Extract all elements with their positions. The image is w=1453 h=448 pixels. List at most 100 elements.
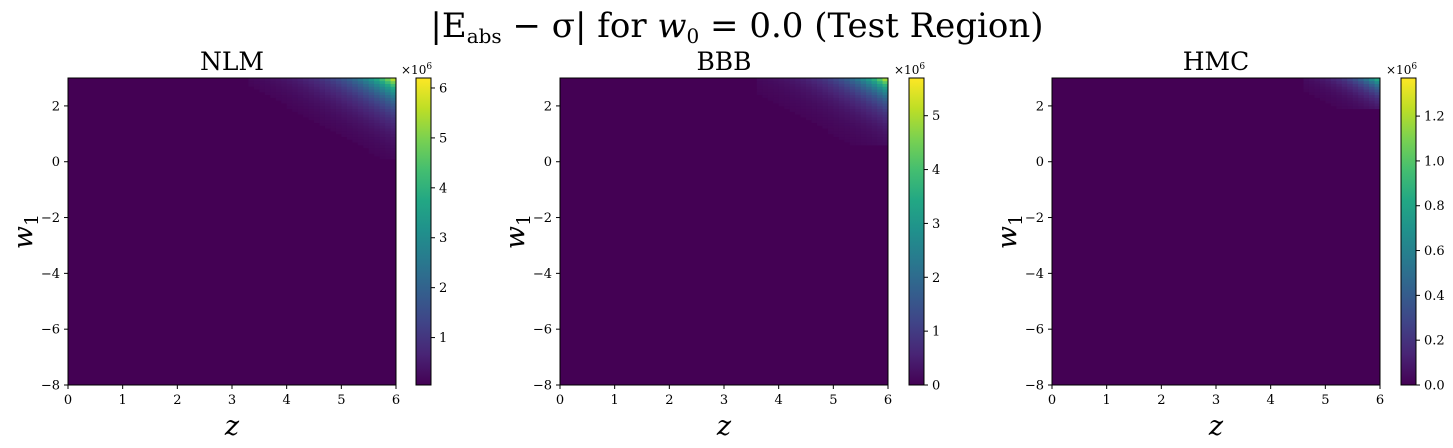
heatmap-cell xyxy=(1352,103,1359,107)
heatmap-cell xyxy=(385,89,391,93)
heatmap-cell xyxy=(346,119,353,124)
x-tick-label: 5 xyxy=(1321,393,1329,408)
heatmap-cell xyxy=(756,83,763,87)
heatmap-cell xyxy=(866,114,872,118)
heatmap-cell xyxy=(335,108,342,112)
heatmap-cell xyxy=(1330,89,1337,93)
heatmap-cell xyxy=(335,119,342,124)
heatmap-cell xyxy=(341,97,348,101)
heatmap-cell xyxy=(319,94,326,98)
heatmap-cell xyxy=(778,80,785,84)
heatmap-cell xyxy=(1303,80,1310,84)
heatmap-cell xyxy=(1314,91,1321,96)
heatmap-cell xyxy=(784,78,790,82)
heatmap-cell xyxy=(871,108,878,112)
heatmap-cell xyxy=(346,89,353,93)
heatmap-cell xyxy=(816,105,823,110)
heatmap-cell xyxy=(374,103,380,107)
heatmap-cell xyxy=(374,133,380,138)
heatmap-cell xyxy=(800,80,807,84)
heatmap-cell xyxy=(784,97,790,101)
heatmap-cell xyxy=(1374,83,1381,87)
heatmap-cell xyxy=(778,103,785,107)
heatmap-cell xyxy=(849,105,856,110)
heatmap-cell xyxy=(385,139,391,143)
heatmap-cell xyxy=(806,108,812,112)
heatmap-cell xyxy=(849,114,856,118)
heatmap-cell xyxy=(800,103,807,107)
heatmap-cell xyxy=(363,133,370,138)
heatmap-cell xyxy=(871,136,878,140)
heatmap-cell xyxy=(1374,105,1381,110)
heatmap-cell xyxy=(379,97,386,101)
heatmap-cell xyxy=(281,78,288,82)
heatmap-cell xyxy=(385,117,391,121)
colorbar-exponent-power: 6 xyxy=(919,62,925,72)
heatmap-cell xyxy=(352,108,359,112)
heatmap-cell xyxy=(281,89,288,93)
heatmap-cell xyxy=(1369,100,1375,104)
heatmap-cell xyxy=(286,100,293,104)
heatmap-cell xyxy=(346,128,353,132)
heatmap-cell xyxy=(308,103,315,107)
heatmap-cell xyxy=(806,91,812,96)
heatmap-cell xyxy=(789,105,796,110)
heatmap-cell xyxy=(346,103,353,107)
heatmap-cell xyxy=(795,108,801,112)
heatmap-cell xyxy=(292,103,298,107)
heatmap-cell xyxy=(1347,83,1354,87)
colorbar-tick-label: 1.0 xyxy=(1424,154,1445,169)
heatmap-cell xyxy=(849,133,856,138)
heatmap-cell xyxy=(800,108,807,112)
y-axis-label-base: w xyxy=(992,226,1023,249)
heatmap-cell xyxy=(374,142,380,146)
heatmap-cell xyxy=(827,103,834,107)
heatmap-cell xyxy=(860,86,867,90)
heatmap-cell xyxy=(806,86,812,90)
heatmap-cell xyxy=(330,105,337,110)
heatmap-cell xyxy=(860,111,867,115)
heatmap-cell xyxy=(270,83,277,87)
heatmap-cell xyxy=(363,80,370,84)
heatmap-cell xyxy=(1369,91,1375,96)
colorbar-tick-label: 0.8 xyxy=(1424,199,1445,214)
heatmap-cell xyxy=(1374,86,1381,90)
heatmap-cell xyxy=(855,89,862,93)
heatmap-cell xyxy=(1341,100,1348,104)
heatmap-cell xyxy=(855,100,862,104)
heatmap-cell xyxy=(341,94,348,98)
y-tick-label: 0 xyxy=(544,155,552,170)
x-tick-label: 4 xyxy=(1267,393,1275,408)
heatmap-cells xyxy=(68,78,397,385)
heatmap-cell xyxy=(259,86,266,90)
y-axis-label: w1 xyxy=(992,214,1027,249)
heatmap-cell xyxy=(1369,86,1375,90)
heatmap-cell xyxy=(877,83,883,87)
heatmap-cell xyxy=(849,131,856,135)
heatmap-cell xyxy=(1358,97,1364,101)
heatmap-cell xyxy=(270,94,277,98)
colorbar-tick-label: 2 xyxy=(932,271,940,286)
heatmap-cell xyxy=(341,105,348,110)
heatmap-cell xyxy=(784,103,790,107)
heatmap-cell xyxy=(385,83,391,87)
heatmap-cell xyxy=(308,83,315,87)
heatmap-cell xyxy=(286,94,293,98)
heatmap-cell xyxy=(314,108,320,112)
heatmap-cell xyxy=(368,111,375,115)
heatmap-cell xyxy=(816,100,823,104)
heatmap-cell xyxy=(1358,78,1364,82)
heatmap-cell xyxy=(1369,83,1375,87)
heatmap-cell xyxy=(308,111,315,115)
heatmap-cell xyxy=(767,80,774,84)
heatmap-cell xyxy=(319,108,326,112)
heatmap-cell xyxy=(368,144,375,149)
heatmap-cell xyxy=(822,91,829,96)
heatmap-cell xyxy=(374,153,380,157)
heatmap-cell xyxy=(319,119,326,124)
heatmap-cell xyxy=(778,100,785,104)
colorbar-tick-label: 2 xyxy=(439,281,447,296)
heatmap-cell xyxy=(1308,89,1315,93)
heatmap-cell xyxy=(286,105,293,110)
heatmap-cell xyxy=(374,83,380,87)
